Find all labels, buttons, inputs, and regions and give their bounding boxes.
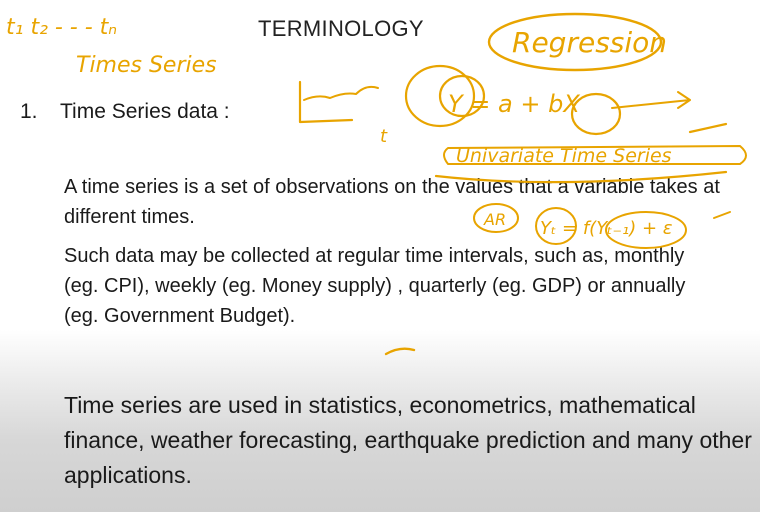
applications-paragraph: Time series are used in statistics, econ… xyxy=(64,392,752,488)
tick-mark-1 xyxy=(688,122,728,134)
section-heading: 1. Time Series data : xyxy=(20,100,230,124)
times-series-annotation: Times Series xyxy=(76,53,217,78)
x-circle xyxy=(570,92,622,136)
series-sketch-line xyxy=(303,85,379,101)
y-inner-circle xyxy=(438,74,486,118)
y-outer-circle xyxy=(404,64,476,128)
regression-annotation: Regression xyxy=(512,26,667,59)
equation-arrow xyxy=(611,91,691,109)
section-heading-text: Time Series data : xyxy=(60,100,230,123)
univariate-box xyxy=(443,145,747,165)
section-number: 1. xyxy=(20,100,38,123)
dash-mark xyxy=(384,347,416,356)
axis-sketch xyxy=(298,80,354,124)
definition-paragraph: A time series is a set of observations o… xyxy=(64,176,720,228)
collection-paragraph: Such data may be collected at regular ti… xyxy=(64,245,686,327)
slide-title: TERMINOLOGY xyxy=(258,16,424,41)
t-sequence-annotation: t₁ t₂ - - - tₙ xyxy=(6,15,117,40)
univariate-annotation: Univariate Time Series xyxy=(456,145,672,167)
regression-circle xyxy=(487,12,663,72)
regression-equation: Y = a + bX xyxy=(448,90,580,118)
axis-t-annotation: t xyxy=(380,126,388,147)
